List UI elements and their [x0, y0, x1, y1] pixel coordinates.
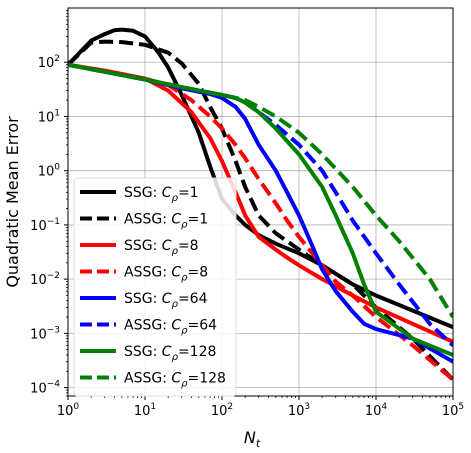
x-tick-label: 105	[442, 402, 464, 419]
legend-entry-3: ASSG: Cρ=8	[124, 265, 208, 284]
legend-entry-7: ASSG: Cρ=128	[124, 371, 226, 390]
plot-frame	[67, 7, 454, 397]
legend-entry-0: SSG: Cρ=1	[124, 185, 199, 204]
y-tick-label: 102	[38, 54, 60, 71]
y-tick-label: 10−2	[30, 271, 60, 288]
y-tick-label: 101	[38, 108, 60, 125]
series-line-1	[68, 39, 453, 382]
x-tick-label: 103	[288, 402, 310, 419]
legend-entry-4: SSG: Cρ=64	[124, 291, 208, 310]
series-line-7	[68, 62, 453, 319]
y-axis-label: Quadratic Mean Error	[3, 116, 22, 288]
x-axis-label: Nt	[244, 428, 261, 450]
x-tick-label: 100	[57, 402, 80, 419]
y-tick-label: 100	[38, 163, 61, 180]
x-axis-label-sub: t	[256, 437, 261, 450]
ticks: 100 101 102 103 104 105 10−4 10−3 10−2 10−1 100 101…	[30, 10, 464, 419]
y-tick-label: 10−4	[30, 380, 60, 397]
x-tick-label: 102	[211, 402, 233, 419]
x-axis-label-main: N	[244, 428, 256, 447]
y-tick-label: 10−3	[30, 325, 60, 342]
x-tick-label: 104	[365, 402, 388, 419]
legend: SSG: Cρ=1 ASSG: Cρ=1 SSG: Cρ=8 ASSG: Cρ=8 SS…	[73, 177, 237, 397]
x-tick-label: 101	[134, 402, 156, 419]
legend-entry-6: SSG: Cρ=128	[124, 344, 216, 363]
y-tick-label: 10−1	[30, 217, 60, 234]
legend-box	[73, 177, 237, 397]
series-layer	[68, 27, 453, 382]
legend-entry-2: SSG: Cρ=8	[124, 238, 199, 257]
legend-entry-5: ASSG: Cρ=64	[124, 318, 217, 337]
legend-entry-1: ASSG: Cρ=1	[124, 212, 208, 231]
series-line-3	[68, 62, 453, 382]
